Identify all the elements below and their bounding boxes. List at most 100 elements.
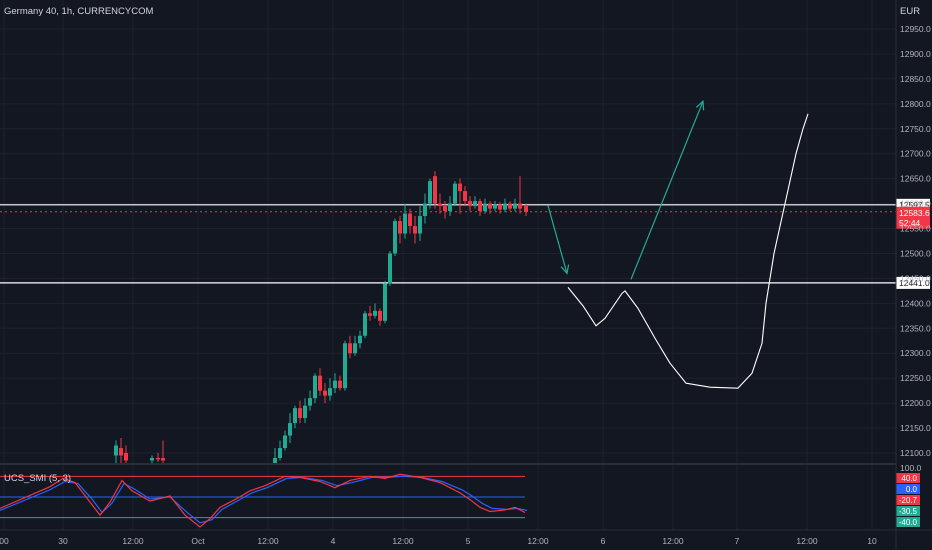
drawings[interactable] [547,100,809,389]
candle [373,303,377,319]
countdown-label: 52:44 [899,218,921,228]
candle [428,178,432,209]
candle [423,193,427,224]
candle-body [353,343,357,354]
price-tick-label: 12800.0 [900,99,931,109]
time-tick-label: Oct [191,536,205,546]
price-tick-label: 12750.0 [900,124,931,134]
smi-signal-line [0,475,528,524]
candle [473,196,477,209]
level-badge-label: 12597.5 [899,200,930,210]
arrow-shaft [547,205,568,274]
time-axis[interactable]: 00 30 12:00 Oct 12:00 4 12:00 5 12:00 6 12:00 7 12:0… [0,529,932,546]
candle [119,438,123,463]
time-tick-label: 12:00 [662,536,684,546]
candle [383,280,387,324]
candle-body [423,203,427,217]
candle-body [443,206,447,212]
candle [313,373,317,404]
candle-body [124,453,128,461]
candle-body [513,203,517,209]
time-tick-label: 6 [601,536,606,546]
time-tick-label: 5 [466,536,471,546]
time-tick-label: 12:00 [527,536,549,546]
price-axis[interactable]: 12950.0 12900.0 12850.0 12800.0 12750.0 12700… [895,0,931,550]
candle-body [338,380,342,389]
arrow-head [695,100,705,111]
candle-body [368,313,372,316]
candle [348,335,352,359]
time-tick-label: 12:00 [257,536,279,546]
candle [433,171,437,209]
indicator-badge-label: -20.7 [899,496,918,505]
candle-body [161,457,165,461]
indicator-label: UCS_SMI (5, 3) [4,473,71,484]
candle-body [418,216,422,234]
candle [458,178,462,214]
candle [408,208,412,234]
candle [283,430,287,451]
indicator-scale-top: 100.0 [900,463,922,473]
candle [273,448,277,463]
candle [413,216,417,244]
candle [358,330,362,349]
candle-body [298,408,302,419]
price-tick-label: 12950.0 [900,24,931,34]
candle-body [478,201,482,212]
indicator-pane[interactable]: 40.0 0.0 -20.7 -30.5 -40.0 [0,473,920,528]
candle [478,198,482,217]
candle [483,198,487,214]
candle [156,453,160,462]
freehand-path[interactable] [567,113,809,389]
indicator-badge-label: -40.0 [899,518,918,527]
price-tick-label: 12550.0 [900,224,931,234]
candle [503,198,507,213]
candle-body [458,183,462,192]
candle [308,390,312,411]
candle [363,310,367,339]
time-tick-label: 7 [735,536,740,546]
candle-body [156,457,160,460]
price-tick-label: 12850.0 [900,74,931,84]
trend-arrow[interactable] [547,205,570,275]
candle-body [358,335,362,344]
indicator-badge [896,517,920,527]
candle-body [503,203,507,210]
candle [388,250,392,286]
candle [463,186,467,207]
time-tick-label: 30 [58,536,68,546]
candle-body [428,181,432,204]
smi-line [0,473,526,528]
candle-body [119,448,123,456]
candle-body [288,423,292,436]
time-tick-label: 12:00 [122,536,144,546]
time-tick-label: 10 [867,536,877,546]
price-tick-label: 12900.0 [900,49,931,59]
candle-body [393,221,397,254]
indicator-badge [896,506,920,516]
candle [498,202,502,214]
candle-body [363,313,367,336]
candle [488,201,492,214]
candles [114,171,528,463]
candle [493,201,497,212]
candle [398,216,402,244]
candle-body [333,380,337,389]
candle [161,440,165,463]
candle [393,218,397,256]
candle-body [348,343,352,354]
trend-arrow[interactable] [630,100,705,280]
candle-body [383,283,387,321]
price-tick-label: 12650.0 [900,174,931,184]
candle-body [398,221,402,234]
candle-body [378,310,382,321]
level-badge-label: 12441.0 [899,278,930,288]
candle-body [278,448,282,458]
candle [453,181,457,207]
candle-body [488,203,492,209]
arrow-head [560,264,570,275]
candle-body [328,388,332,396]
time-tick-label: 12:00 [796,536,818,546]
candle [353,335,357,356]
